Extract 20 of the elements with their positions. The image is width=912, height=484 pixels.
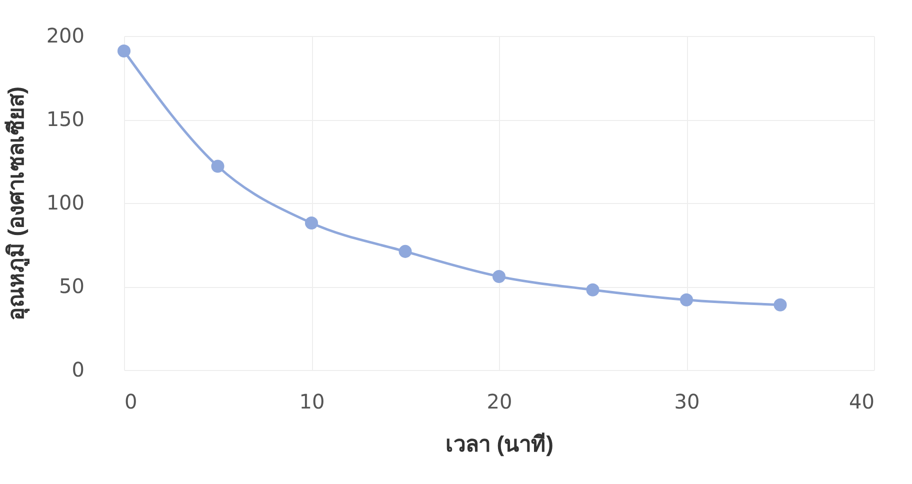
point bbox=[117, 44, 131, 58]
point bbox=[586, 283, 600, 296]
x-tick-label: 20 bbox=[486, 390, 512, 414]
point bbox=[680, 293, 694, 306]
y-axis-title: อุณหภูมิ (องศาเซลเซียส) bbox=[3, 86, 30, 320]
x-tick-label: 0 bbox=[124, 390, 138, 414]
y-tick-label: 200 bbox=[46, 24, 84, 48]
x-axis-title: เวลา (นาที) bbox=[446, 432, 554, 456]
y-tick-label: 100 bbox=[46, 190, 84, 214]
y-tick-label: 50 bbox=[59, 274, 84, 298]
point bbox=[211, 160, 224, 173]
y-tick-label: 0 bbox=[72, 358, 84, 382]
y-tick-label: 150 bbox=[46, 107, 84, 131]
point bbox=[304, 216, 318, 230]
point bbox=[492, 270, 506, 283]
x-tick-label: 10 bbox=[299, 390, 325, 414]
point bbox=[774, 298, 787, 312]
point bbox=[398, 244, 412, 258]
x-tick-label: 40 bbox=[849, 390, 874, 414]
x-tick-label: 30 bbox=[674, 390, 700, 414]
